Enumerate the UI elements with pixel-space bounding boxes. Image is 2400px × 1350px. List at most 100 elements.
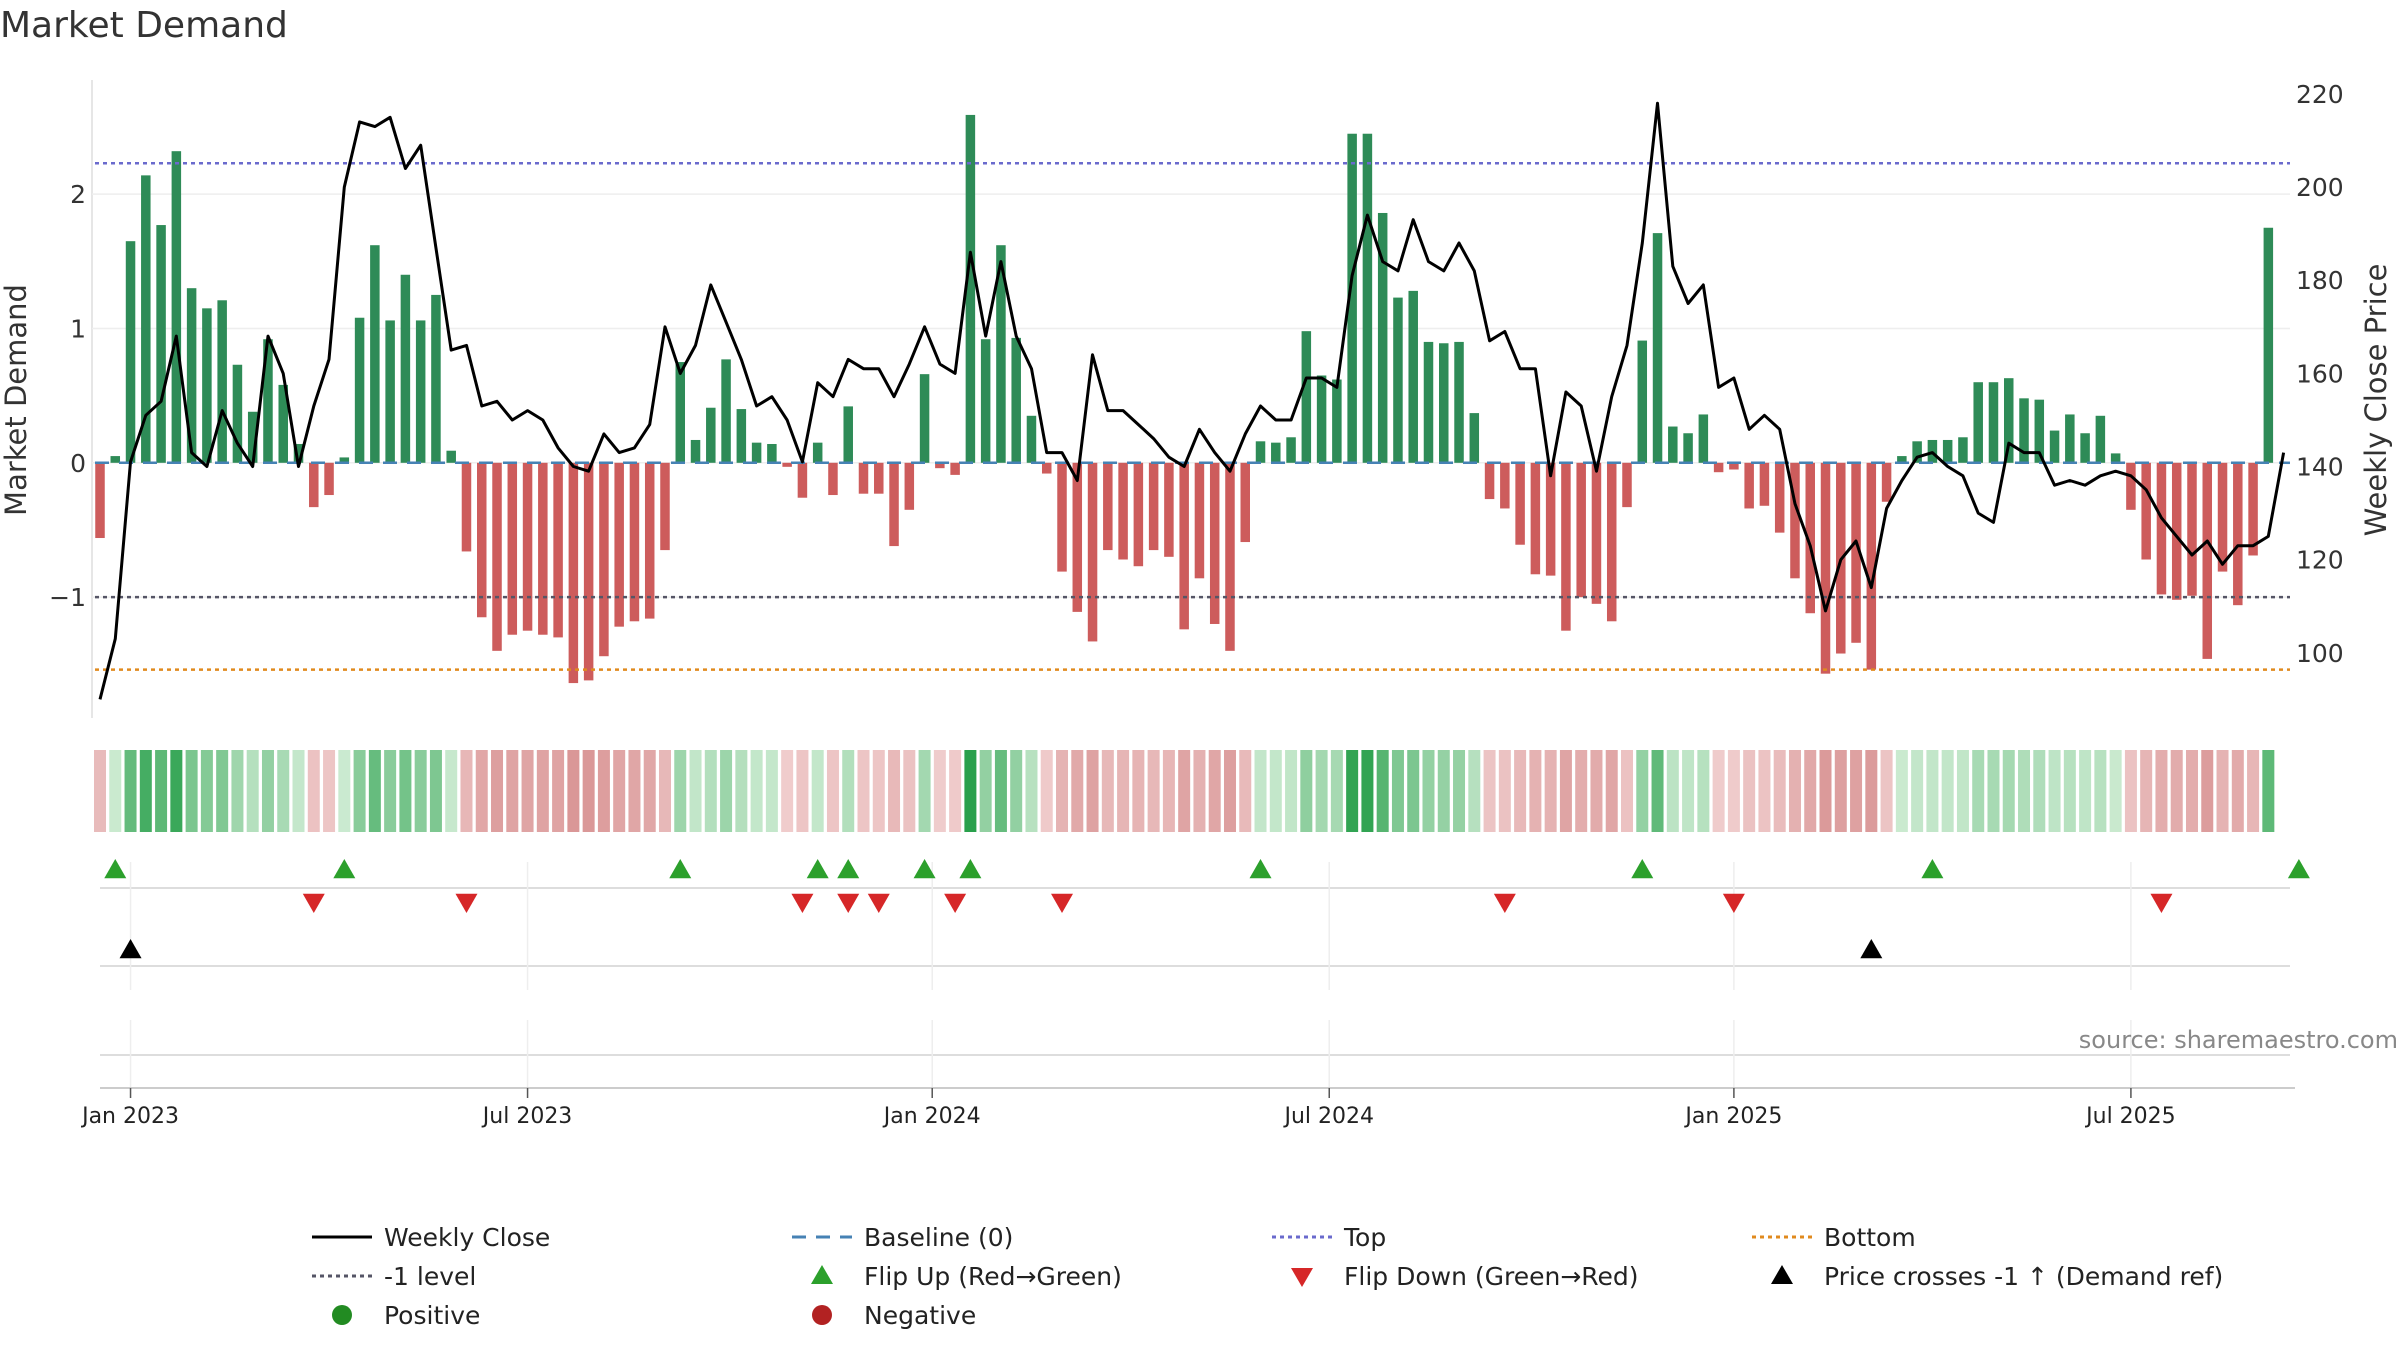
- strip-cell: [1193, 750, 1206, 832]
- flip-up-marker: [959, 859, 982, 879]
- strip-cell: [781, 750, 794, 832]
- demand-bar: [2126, 462, 2136, 510]
- strip-cell: [949, 750, 962, 832]
- strip-cell: [261, 750, 274, 832]
- demand-bar: [1271, 442, 1281, 463]
- strip-cell: [1834, 750, 1847, 832]
- strip-cell: [979, 750, 992, 832]
- demand-bar: [461, 462, 472, 552]
- strip-cell: [1376, 750, 1389, 832]
- demand-bar: [1942, 439, 1953, 463]
- flip-down-marker: [791, 893, 814, 913]
- strip-cell: [384, 750, 397, 832]
- strip-cell: [1804, 750, 1817, 832]
- strip-cell: [338, 750, 351, 832]
- demand-bar: [858, 462, 869, 494]
- strip-cell: [1391, 750, 1404, 832]
- demand-bar: [797, 462, 808, 498]
- price-cross-marker: [119, 939, 142, 959]
- demand-bar: [2065, 414, 2075, 463]
- strip-cell: [307, 750, 320, 832]
- strip-cell: [246, 750, 259, 832]
- demand-bar: [1561, 462, 1571, 631]
- strip-cell: [1605, 750, 1618, 832]
- strip-cell: [1727, 750, 1740, 832]
- demand-bar: [2171, 462, 2182, 600]
- demand-bar: [1469, 413, 1480, 463]
- source-note: source: sharemaestro.com: [2079, 1026, 2398, 1054]
- demand-bar: [1362, 133, 1373, 463]
- demand-bar: [1332, 379, 1342, 463]
- demand-bar: [1545, 462, 1556, 576]
- strip-cell: [1361, 750, 1374, 832]
- strip-cell: [475, 750, 488, 832]
- strip-cell: [2079, 750, 2092, 832]
- strip-cell: [1743, 750, 1756, 832]
- right-axis-tick-labels: 220 200 180 160 140 120 100: [2296, 80, 2344, 668]
- strip-cell: [94, 750, 106, 832]
- strip-cell: [1254, 750, 1267, 832]
- strip-cell: [689, 750, 702, 832]
- legend-label-top: Top: [1343, 1223, 1386, 1252]
- right-tick-label: 100: [2296, 639, 2344, 668]
- strip-cell: [1162, 750, 1175, 832]
- x-tick-label: Jan 2024: [882, 1104, 981, 1129]
- left-tick-label: 0: [70, 449, 86, 478]
- flip-down-marker: [1493, 893, 1516, 913]
- demand-bar: [1698, 414, 1709, 463]
- strip-cell: [994, 750, 1007, 832]
- strip-cell: [888, 750, 901, 832]
- legend-swatch-negative: [812, 1305, 832, 1325]
- strip-cell: [2231, 750, 2244, 832]
- strip-cell: [1682, 750, 1695, 832]
- demand-bar: [751, 442, 762, 463]
- strip-cell: [491, 750, 504, 832]
- price-cross-marker: [1860, 939, 1883, 959]
- strip-cell: [1926, 750, 1939, 832]
- left-axis-tick-labels: 2 1 0 −1: [49, 180, 86, 612]
- event-markers: [104, 859, 2310, 959]
- demand-bar: [675, 362, 686, 463]
- demand-bar: [1958, 437, 1968, 463]
- flip-down-marker: [867, 893, 890, 913]
- demand-bar: [217, 300, 227, 463]
- strip-cell: [185, 750, 198, 832]
- strip-cell: [2109, 750, 2122, 832]
- flip-up-marker: [333, 859, 356, 879]
- strip-cell: [842, 750, 855, 832]
- demand-bar: [1988, 382, 1999, 463]
- strip-cell: [536, 750, 549, 832]
- flip-up-marker: [104, 859, 127, 879]
- demand-bar: [1148, 462, 1159, 551]
- chart-title: Market Demand: [0, 5, 288, 46]
- demand-bar: [1591, 462, 1602, 604]
- strip-cell: [1223, 750, 1236, 832]
- demand-bar: [1851, 462, 1861, 643]
- strip-cell: [1895, 750, 1908, 832]
- strip-cell: [2201, 750, 2214, 832]
- demand-bar: [706, 407, 716, 463]
- strip-cell: [1437, 750, 1450, 832]
- strip-cell: [1819, 750, 1832, 832]
- demand-bar: [1713, 462, 1724, 473]
- flip-up-marker: [669, 859, 692, 879]
- strip-cell: [1865, 750, 1878, 832]
- x-tick-label: Jul 2023: [481, 1104, 573, 1129]
- demand-bar: [1729, 462, 1739, 470]
- demand-bar: [1637, 340, 1648, 463]
- strip-cell: [231, 750, 244, 832]
- demand-bar: [385, 320, 395, 463]
- demand-bar: [1439, 343, 1449, 463]
- strip-cell: [1483, 750, 1496, 832]
- demand-bar: [1454, 341, 1464, 463]
- event-rows-grid: [100, 862, 2295, 1090]
- left-tick-label: 1: [70, 314, 86, 343]
- strip-cell: [414, 750, 427, 832]
- demand-bar: [1316, 375, 1327, 463]
- demand-bar: [2019, 398, 2029, 463]
- strip-cell: [1666, 750, 1679, 832]
- strip-cell: [933, 750, 946, 832]
- flip-up-marker: [1631, 859, 1654, 879]
- strip-cell: [704, 750, 717, 832]
- demand-bar: [1606, 462, 1617, 622]
